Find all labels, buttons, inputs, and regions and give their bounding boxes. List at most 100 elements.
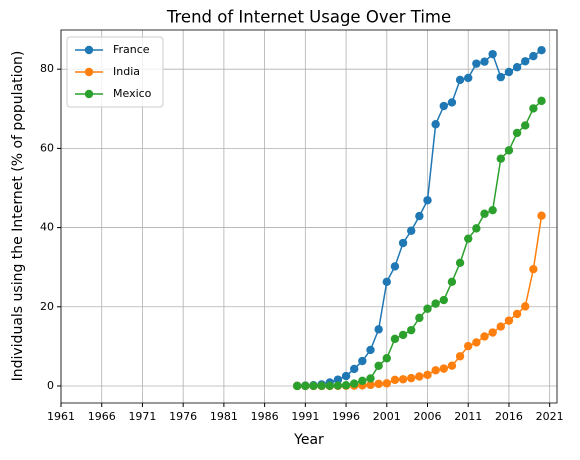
x-tick-label: 2011 <box>454 410 482 423</box>
legend-marker <box>84 89 94 99</box>
marker <box>382 379 391 388</box>
marker <box>382 354 391 363</box>
marker <box>455 75 465 85</box>
x-tick-label: 1986 <box>251 410 279 423</box>
marker <box>398 330 408 340</box>
marker <box>374 325 383 334</box>
marker <box>341 381 351 390</box>
marker <box>407 373 416 383</box>
marker <box>366 345 375 355</box>
marker <box>292 381 302 391</box>
chart-title: Trend of Internet Usage Over Time <box>166 8 451 27</box>
x-tick-label: 2006 <box>414 410 442 423</box>
y-tick-label: 40 <box>40 221 54 234</box>
marker <box>341 371 351 381</box>
x-tick-label: 1976 <box>169 410 197 423</box>
marker <box>407 325 416 335</box>
marker <box>431 120 440 129</box>
marker <box>472 338 481 347</box>
marker <box>504 316 514 325</box>
marker <box>496 72 506 82</box>
marker <box>407 226 416 235</box>
marker <box>512 63 522 72</box>
marker <box>333 375 343 384</box>
marker <box>415 211 424 221</box>
marker <box>472 59 481 68</box>
marker <box>464 341 473 351</box>
marker <box>537 211 546 220</box>
x-tick-label: 1991 <box>291 410 319 423</box>
marker <box>464 73 473 83</box>
marker <box>521 121 530 130</box>
marker <box>423 196 432 205</box>
marker <box>439 364 448 373</box>
marker <box>537 96 546 106</box>
marker <box>398 238 408 248</box>
marker <box>529 104 538 113</box>
x-tick-label: 1966 <box>88 410 116 423</box>
marker <box>455 258 465 268</box>
marker <box>504 146 514 155</box>
line <box>297 215 543 387</box>
marker <box>464 234 473 243</box>
marker <box>366 374 375 383</box>
marker <box>537 45 546 55</box>
plot-frame <box>60 29 558 404</box>
y-tick-label: 0 <box>47 379 54 392</box>
y-tick-label: 60 <box>40 141 54 154</box>
marker <box>455 352 465 361</box>
marker <box>301 381 310 391</box>
y-tick-label: 80 <box>40 62 54 75</box>
marker <box>496 322 506 331</box>
y-tick-label: 20 <box>40 300 54 313</box>
y-axis-label: Individuals using the Internet (% of pop… <box>10 51 26 382</box>
marker <box>398 375 408 384</box>
marker <box>350 364 359 374</box>
marker <box>374 379 383 389</box>
marker <box>439 295 448 305</box>
legend-label: France <box>113 43 150 56</box>
marker <box>439 101 448 111</box>
x-tick-label: 1996 <box>332 410 360 423</box>
x-axis-label: Year <box>293 432 324 448</box>
line <box>297 100 543 387</box>
marker <box>472 224 481 233</box>
legend-label: Mexico <box>113 87 152 100</box>
marker <box>309 381 318 391</box>
marker <box>447 277 457 287</box>
x-tick-label: 1981 <box>210 410 238 423</box>
marker <box>480 209 489 218</box>
marker <box>333 381 343 390</box>
marker <box>504 67 514 77</box>
marker <box>488 328 497 337</box>
marker <box>521 57 530 66</box>
marker <box>512 309 522 319</box>
marker <box>374 361 383 370</box>
legend-marker <box>84 45 94 55</box>
marker <box>350 379 359 388</box>
marker <box>488 205 497 215</box>
legend-marker <box>84 67 94 77</box>
marker <box>358 356 367 366</box>
marker <box>423 304 432 313</box>
marker <box>496 154 506 163</box>
marker <box>325 381 334 391</box>
marker <box>512 128 522 138</box>
x-tick-label: 2016 <box>495 410 523 423</box>
marker <box>415 372 424 381</box>
marker <box>415 313 424 323</box>
x-tick-label: 1971 <box>128 410 156 423</box>
marker <box>480 57 489 66</box>
marker <box>447 361 457 370</box>
marker <box>447 98 457 107</box>
marker <box>529 51 538 61</box>
marker <box>390 375 400 385</box>
marker <box>423 370 432 380</box>
marker <box>529 264 538 274</box>
marker <box>488 49 497 59</box>
marker <box>358 376 367 386</box>
marker <box>390 334 400 344</box>
x-tick-label: 2001 <box>373 410 401 423</box>
marker <box>431 366 440 375</box>
